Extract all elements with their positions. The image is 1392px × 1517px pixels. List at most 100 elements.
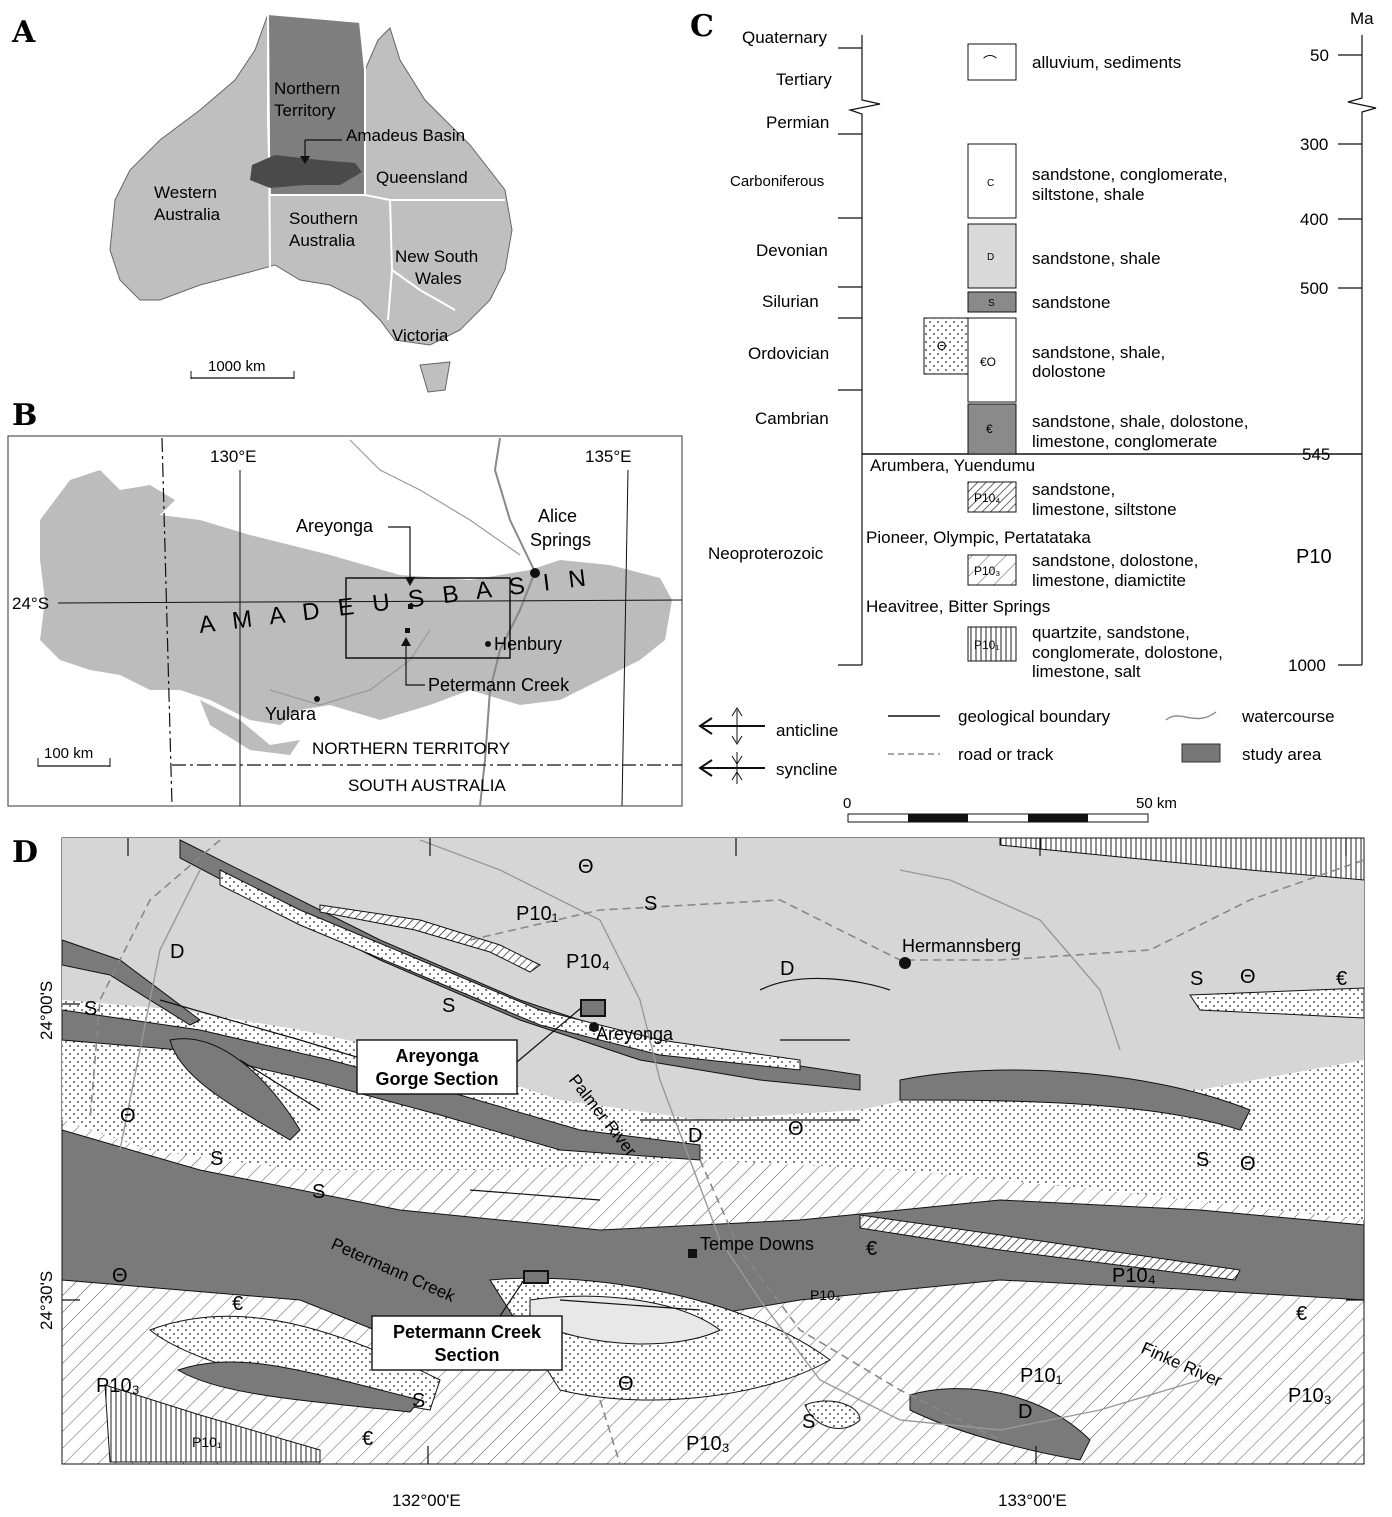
sym-s: S <box>988 298 995 309</box>
right-lens-2 <box>899 1069 1251 1131</box>
label-western-australia-1: Western <box>154 183 217 202</box>
svg-text:€: € <box>232 1293 243 1315</box>
desc-alluvium: alluvium, sediments <box>1032 53 1181 72</box>
scale-a: 1000 km <box>208 358 266 375</box>
label-lon-133: 133°00'E <box>998 1491 1067 1510</box>
scale-50: 50 km <box>1136 795 1177 812</box>
svg-text:S: S <box>1196 1149 1209 1171</box>
right-lens <box>1189 987 1365 1019</box>
sym-cambrian: € <box>986 422 993 436</box>
svg-text:P10₄: P10₄ <box>1112 1265 1156 1287</box>
age-50: 50 <box>1310 46 1329 65</box>
svg-text:Θ: Θ <box>112 1265 128 1287</box>
svg-text:P10₃: P10₃ <box>686 1433 730 1455</box>
study-frame-b <box>345 577 511 659</box>
sym-alluvium: ⌒ <box>983 54 997 70</box>
study-area-areyonga <box>580 999 606 1017</box>
callout-petermann <box>371 1315 563 1371</box>
svg-text:S: S <box>802 1411 815 1433</box>
svg-text:P10₄: P10₄ <box>810 1287 841 1303</box>
callout-areyonga <box>356 1039 518 1095</box>
label-amadeus-basin: Amadeus Basin <box>346 126 465 145</box>
svg-text:D: D <box>170 941 184 963</box>
period-cambrian: Cambrian <box>755 409 829 428</box>
svg-text:P10₃: P10₃ <box>1288 1385 1332 1407</box>
label-southern-australia-1: Southern <box>289 209 358 228</box>
callout-areyonga-2: Gorge Section <box>375 1069 498 1089</box>
label-p10: P10 <box>1296 546 1332 568</box>
label-northern-territory-1: Northern <box>274 79 340 98</box>
age-400: 400 <box>1300 210 1328 229</box>
desc-cam-2: limestone, conglomerate <box>1032 432 1217 451</box>
panel-d-label: D <box>12 835 38 870</box>
svg-text:Θ: Θ <box>1240 966 1256 988</box>
svg-text:S: S <box>442 995 455 1017</box>
svg-text:P10₃: P10₃ <box>96 1375 140 1397</box>
devonian-lower-lens <box>909 1388 1091 1461</box>
silurian-lens <box>169 1038 301 1141</box>
desc-c-1: sandstone, conglomerate, <box>1032 165 1228 184</box>
sym-p104: P10₄ <box>974 491 1000 505</box>
desc-p103-1: sandstone, dolostone, <box>1032 551 1198 570</box>
desc-co-1: sandstone, shale, <box>1032 343 1165 362</box>
label-nt: NORTHERN TERRITORY <box>312 739 510 758</box>
period-tertiary: Tertiary <box>776 70 832 89</box>
label-western-australia-2: Australia <box>154 205 221 224</box>
svg-text:D: D <box>1018 1401 1032 1423</box>
roads-d <box>89 839 1365 1465</box>
watercourses-d <box>119 839 1201 1431</box>
panel-b-label: B <box>12 398 37 433</box>
desc-p101-2: conglomerate, dolostone, <box>1032 643 1223 662</box>
group-pioneer: Pioneer, Olympic, Pertatataka <box>866 528 1091 547</box>
panel-c: C Ma 50 300 400 500 545 1000 P10 <box>690 9 1377 681</box>
callout-petermann-1: Petermann Creek <box>393 1322 542 1342</box>
watercourses-b <box>269 439 521 706</box>
label-southern-australia-2: Australia <box>289 231 356 250</box>
desc-p103-2: limestone, diamictite <box>1032 571 1186 590</box>
svg-text:D: D <box>780 958 794 980</box>
label-nsw-2: Wales <box>415 269 462 288</box>
ordovician-upper-strip <box>219 869 801 1071</box>
legend-anticline: anticline <box>776 721 838 740</box>
desc-p101-1: quartzite, sandstone, <box>1032 623 1190 642</box>
period-neoproterozoic: Neoproterozoic <box>708 544 824 563</box>
desc-p104-1: sandstone, <box>1032 480 1115 499</box>
label-ma: Ma <box>1350 9 1374 28</box>
desc-co-2: dolostone <box>1032 362 1106 381</box>
age-500: 500 <box>1300 279 1328 298</box>
sym-p103: P10₃ <box>974 564 1000 578</box>
desc-s: sandstone <box>1032 293 1110 312</box>
svg-text:S: S <box>412 1390 425 1412</box>
age-300: 300 <box>1300 135 1328 154</box>
callout-petermann-2: Section <box>434 1345 499 1365</box>
svg-text:Θ: Θ <box>618 1373 634 1395</box>
age-1000: 1000 <box>1288 656 1326 675</box>
panel-a-label: A <box>11 15 36 50</box>
label-queensland: Queensland <box>376 168 468 187</box>
svg-text:S: S <box>312 1181 325 1203</box>
legend-boundary: geological boundary <box>958 707 1111 726</box>
desc-d: sandstone, shale <box>1032 249 1161 268</box>
legend-study-area: study area <box>1242 745 1322 764</box>
sym-co: €O <box>980 355 996 369</box>
svg-text:P10₁: P10₁ <box>516 903 559 925</box>
period-silurian: Silurian <box>762 292 819 311</box>
label-petermann-b: Petermann Creek <box>428 675 570 695</box>
label-hermannsberg: Hermannsberg <box>902 936 1021 956</box>
group-arumbera: Arumbera, Yuendumu <box>870 456 1035 475</box>
svg-text:P10₁: P10₁ <box>192 1434 222 1450</box>
svg-text:Θ: Θ <box>120 1105 136 1127</box>
group-heavitree: Heavitree, Bitter Springs <box>866 597 1050 616</box>
label-henbury: Henbury <box>494 634 562 654</box>
sym-p101: P10₁ <box>974 638 999 652</box>
svg-text:S: S <box>1190 968 1203 990</box>
p101-strip <box>319 904 541 973</box>
label-135e: 135°E <box>585 447 632 466</box>
label-alice-2: Springs <box>530 530 591 550</box>
svg-text:S: S <box>84 998 97 1020</box>
svg-text:Θ: Θ <box>578 856 594 878</box>
desc-p101-3: limestone, salt <box>1032 662 1141 681</box>
svg-text:€: € <box>362 1428 373 1450</box>
fold-axes <box>159 977 891 1311</box>
